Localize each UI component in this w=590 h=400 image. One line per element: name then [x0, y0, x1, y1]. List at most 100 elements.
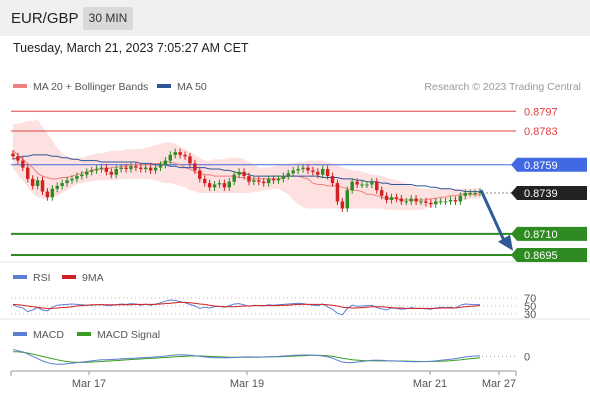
- candle-body: [232, 174, 236, 182]
- candle-body: [360, 184, 364, 186]
- candle-body: [340, 201, 345, 209]
- candle-body: [119, 167, 123, 170]
- candle-body: [178, 152, 182, 155]
- current-tag: [511, 185, 587, 200]
- candle-body: [350, 181, 354, 191]
- legend-label: 9MA: [82, 272, 104, 284]
- candle-body: [35, 180, 40, 186]
- candle-body: [21, 160, 25, 168]
- candle-body: [89, 170, 94, 172]
- candle-body: [257, 180, 261, 182]
- candle-body: [276, 178, 281, 181]
- candle-body: [85, 171, 89, 175]
- candle-body: [16, 156, 20, 161]
- legend-swatch: [13, 84, 27, 88]
- candle-body: [109, 171, 114, 175]
- candle-body: [134, 166, 138, 168]
- candle-body: [370, 181, 374, 185]
- candle-body: [409, 198, 413, 202]
- candle-body: [168, 154, 173, 161]
- rsi-tick-label: 70: [524, 293, 536, 305]
- candle-body: [320, 169, 325, 175]
- candle-body: [188, 156, 192, 164]
- candle-body: [237, 171, 241, 175]
- legend-label: MA 20 + Bollinger Bands: [33, 81, 148, 93]
- candle-body: [242, 171, 246, 177]
- candle-body: [252, 180, 256, 182]
- candle-body: [75, 176, 79, 179]
- x-tick-label: Mar 27: [482, 378, 516, 390]
- candle-body: [296, 169, 300, 171]
- candle-body: [173, 152, 177, 155]
- support-label: 0.8710: [524, 229, 558, 241]
- candle-body: [463, 192, 467, 196]
- candle-body: [70, 178, 74, 181]
- candle-body: [404, 201, 408, 203]
- candle-body: [266, 178, 271, 184]
- candle-body: [448, 200, 453, 202]
- candle-body: [30, 178, 35, 186]
- candle-body: [306, 167, 310, 171]
- candle-body: [65, 180, 69, 184]
- candle-body: [207, 183, 212, 188]
- candle-body: [104, 167, 109, 172]
- forecast-arrow-shaft: [479, 189, 507, 244]
- candle-body: [365, 184, 369, 186]
- resistance-label: 0.8797: [524, 106, 558, 118]
- candle-body: [227, 181, 232, 188]
- candle-body: [468, 192, 472, 194]
- candle-body: [301, 167, 305, 170]
- support-label: 0.8695: [524, 250, 558, 262]
- candle-body: [394, 197, 399, 199]
- candle-body: [124, 167, 128, 170]
- candle-body: [247, 176, 251, 182]
- pivot-tag: [511, 157, 587, 172]
- candle-body: [355, 181, 359, 185]
- candle-body: [144, 167, 148, 170]
- candle-body: [158, 164, 163, 168]
- interval-button[interactable]: 30 MIN: [83, 7, 133, 30]
- candle-body: [429, 202, 433, 205]
- candle-body: [26, 167, 30, 179]
- candle-body: [473, 192, 477, 194]
- candle-body: [60, 183, 64, 186]
- legend-swatch: [13, 275, 27, 279]
- rsi-ma-line: [12, 301, 481, 309]
- candle-body: [478, 191, 482, 193]
- candle-body: [80, 174, 84, 177]
- candle-body: [129, 166, 133, 170]
- candle-body: [153, 167, 158, 171]
- x-tick-label: Mar 17: [72, 378, 106, 390]
- candle-body: [212, 184, 217, 188]
- candle-body: [419, 201, 423, 203]
- candle-body: [217, 183, 222, 185]
- candle-body: [261, 181, 266, 184]
- candle-body: [453, 200, 458, 202]
- candle-body: [335, 183, 340, 202]
- candle-body: [45, 191, 50, 198]
- candle-body: [202, 178, 207, 184]
- candle-body: [99, 167, 104, 170]
- candle-body: [424, 201, 428, 203]
- x-tick-label: Mar 19: [230, 378, 264, 390]
- candle-body: [94, 169, 99, 171]
- candle-body: [414, 198, 418, 202]
- candle-body: [11, 153, 15, 157]
- resistance-label: 0.8783: [524, 126, 558, 138]
- candle-body: [375, 181, 379, 191]
- legend-label: MA 50: [177, 81, 207, 93]
- candle-body: [291, 170, 295, 174]
- rsi-tick-label: 50: [524, 301, 536, 313]
- ma50-line: [12, 154, 480, 193]
- credit-text: Research © 2023 Trading Central: [424, 81, 581, 93]
- candle-body: [281, 176, 286, 179]
- candle-body: [389, 197, 394, 201]
- candle-body: [443, 201, 448, 203]
- candle-body: [399, 198, 404, 202]
- candle-body: [198, 170, 202, 179]
- candle-body: [316, 171, 320, 175]
- legend-label: MACD Signal: [97, 329, 160, 341]
- macd-line: [12, 349, 481, 365]
- rsi-tick-label: 30: [524, 309, 536, 321]
